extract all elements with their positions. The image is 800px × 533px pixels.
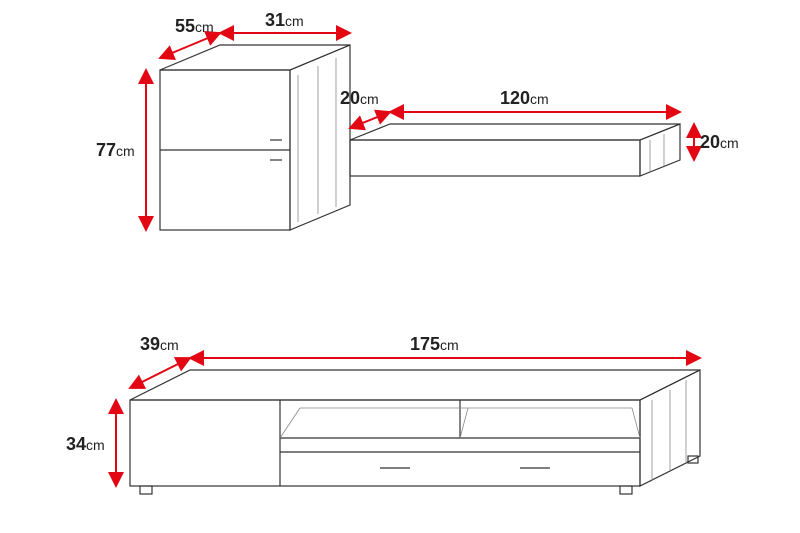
- svg-text:20cm: 20cm: [700, 132, 739, 152]
- unit: cm: [86, 437, 105, 453]
- dim-cab-depth: 55: [175, 16, 195, 36]
- dim-cab-height: 77: [96, 140, 116, 160]
- unit: cm: [160, 337, 179, 353]
- dim-shelf-h: 20: [700, 132, 720, 152]
- svg-text:55cm: 55cm: [175, 16, 214, 36]
- unit: cm: [285, 13, 304, 29]
- upper-units: 55cm 31cm 77cm 20cm 120cm 20cm: [96, 10, 739, 230]
- svg-text:120cm: 120cm: [500, 88, 549, 108]
- unit: cm: [195, 19, 214, 35]
- svg-text:34cm: 34cm: [66, 434, 105, 454]
- dim-low-h: 34: [66, 434, 86, 454]
- unit: cm: [530, 91, 549, 107]
- svg-text:20cm: 20cm: [340, 88, 379, 108]
- unit: cm: [360, 91, 379, 107]
- wall-cabinet: [160, 45, 350, 230]
- wall-shelf: [350, 124, 680, 176]
- unit: cm: [440, 337, 459, 353]
- unit: cm: [720, 135, 739, 151]
- svg-text:39cm: 39cm: [140, 334, 179, 354]
- dim-shelf-len: 120: [500, 88, 530, 108]
- dim-shelf-depth: 20: [340, 88, 360, 108]
- tv-lowboard: 39cm 175cm 34cm: [66, 334, 700, 494]
- svg-text:31cm: 31cm: [265, 10, 304, 30]
- dim-cab-top: 31: [265, 10, 285, 30]
- dimension-diagram: 55cm 31cm 77cm 20cm 120cm 20cm: [0, 0, 800, 533]
- dim-low-len: 175: [410, 334, 440, 354]
- svg-text:175cm: 175cm: [410, 334, 459, 354]
- unit: cm: [116, 143, 135, 159]
- dim-low-depth: 39: [140, 334, 160, 354]
- svg-text:77cm: 77cm: [96, 140, 135, 160]
